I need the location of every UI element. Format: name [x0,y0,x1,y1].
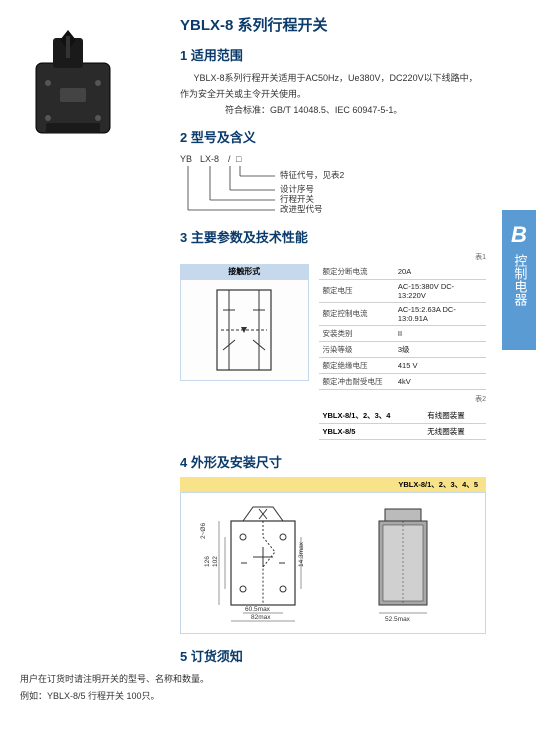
variant-desc: 有线圈装置 [423,408,486,424]
spec-key: 污染等级 [319,341,394,357]
svg-text:14.3max: 14.3max [298,541,305,567]
spec-key: 额定分断电流 [319,264,394,280]
svg-text:特征代号，见表2: 特征代号，见表2 [280,170,345,180]
svg-text:102: 102 [212,555,219,566]
model-code-diagram: YB LX-8 / □ 特征代号，见表2 设计序号 行程开关 改进型代号 [180,152,486,219]
spec-key: 额定冲击耐受电压 [319,373,394,389]
svg-text:□: □ [236,154,242,164]
svg-text:126: 126 [204,555,211,566]
svg-text:改进型代号: 改进型代号 [280,204,323,214]
spec-row: 污染等级3级 [319,341,486,357]
section-4-heading: 4 外形及安装尺寸 [180,452,486,471]
svg-text:设计序号: 设计序号 [280,184,314,194]
spec-key: 额定控制电流 [319,302,394,325]
side-tab-letter: B [502,222,536,248]
spec-row: 额定电压AC-15:380V DC-13:220V [319,279,486,302]
variant-model: YBLX-8/1、2、3、4 [319,408,424,424]
spec-key: 额定绝缘电压 [319,357,394,373]
spec-table: 额定分断电流20A额定电压AC-15:380V DC-13:220V额定控制电流… [319,264,486,390]
svg-text:52.5max: 52.5max [385,616,411,623]
spec-val: 415 V [394,357,486,373]
side-tab-label: 控制电器 [509,254,530,306]
svg-text:/: / [228,154,231,164]
spec-row: 额定控制电流AC-15:2.63A DC-13:0.91A [319,302,486,325]
variant-table: YBLX-8/1、2、3、4有线圈装置YBLX-8/5无线圈装置 [319,408,486,440]
section-2-heading: 2 型号及含义 [180,127,486,146]
svg-text:行程开关: 行程开关 [280,194,315,204]
spec-val: 3级 [394,341,486,357]
spec-val: II [394,325,486,341]
table1-caption: 表1 [180,252,486,262]
spec-val: AC-15:380V DC-13:220V [394,279,486,302]
svg-text:2~Ø6: 2~Ø6 [200,522,207,538]
section-1-p1: YBLX-8系列行程开关适用于AC50Hz，Ue380V，DC220V以下线路中… [180,70,486,102]
side-category-tab: B 控制电器 [502,210,536,350]
variant-desc: 无线圈装置 [423,423,486,439]
section-3-heading: 3 主要参数及技术性能 [180,227,486,246]
section-1-p2: 符合标准：GB/T 14048.5、IEC 60947-5-1。 [180,102,486,118]
spec-row: 额定冲击耐受电压4kV [319,373,486,389]
section-1-heading: 1 适用范围 [180,45,486,64]
contact-diagram [180,279,309,381]
page-title: YBLX-8 系列行程开关 [180,14,486,35]
order-line2: 例如：YBLX-8/5 行程开关 100只。 [20,688,486,705]
spec-val: 4kV [394,373,486,389]
table2-caption: 表2 [319,394,486,404]
contact-header: 接触形式 [180,264,309,279]
svg-text:82max: 82max [251,614,271,621]
spec-row: 额定分断电流20A [319,264,486,280]
variant-row: YBLX-8/1、2、3、4有线圈装置 [319,408,486,424]
spec-val: AC-15:2.63A DC-13:0.91A [394,302,486,325]
code-seg-yb: YB [180,154,192,164]
dimension-diagram: 2~Ø6 126 102 14.3max 60.5max 82max [180,492,486,634]
section-5-heading: 5 订货须知 [180,646,486,665]
product-photo [18,28,128,153]
spec-val: 20A [394,264,486,280]
spec-key: 安装类别 [319,325,394,341]
svg-text:LX-8: LX-8 [200,154,219,164]
svg-text:60.5max: 60.5max [245,606,271,613]
variant-row: YBLX-8/5无线圈装置 [319,423,486,439]
spec-row: 安装类别II [319,325,486,341]
spec-key: 额定电压 [319,279,394,302]
dimension-model-bar: YBLX-8/1、2、3、4、5 [180,477,486,492]
spec-row: 额定绝缘电压415 V [319,357,486,373]
order-line1: 用户在订货时请注明开关的型号、名称和数量。 [20,671,486,688]
variant-model: YBLX-8/5 [319,423,424,439]
